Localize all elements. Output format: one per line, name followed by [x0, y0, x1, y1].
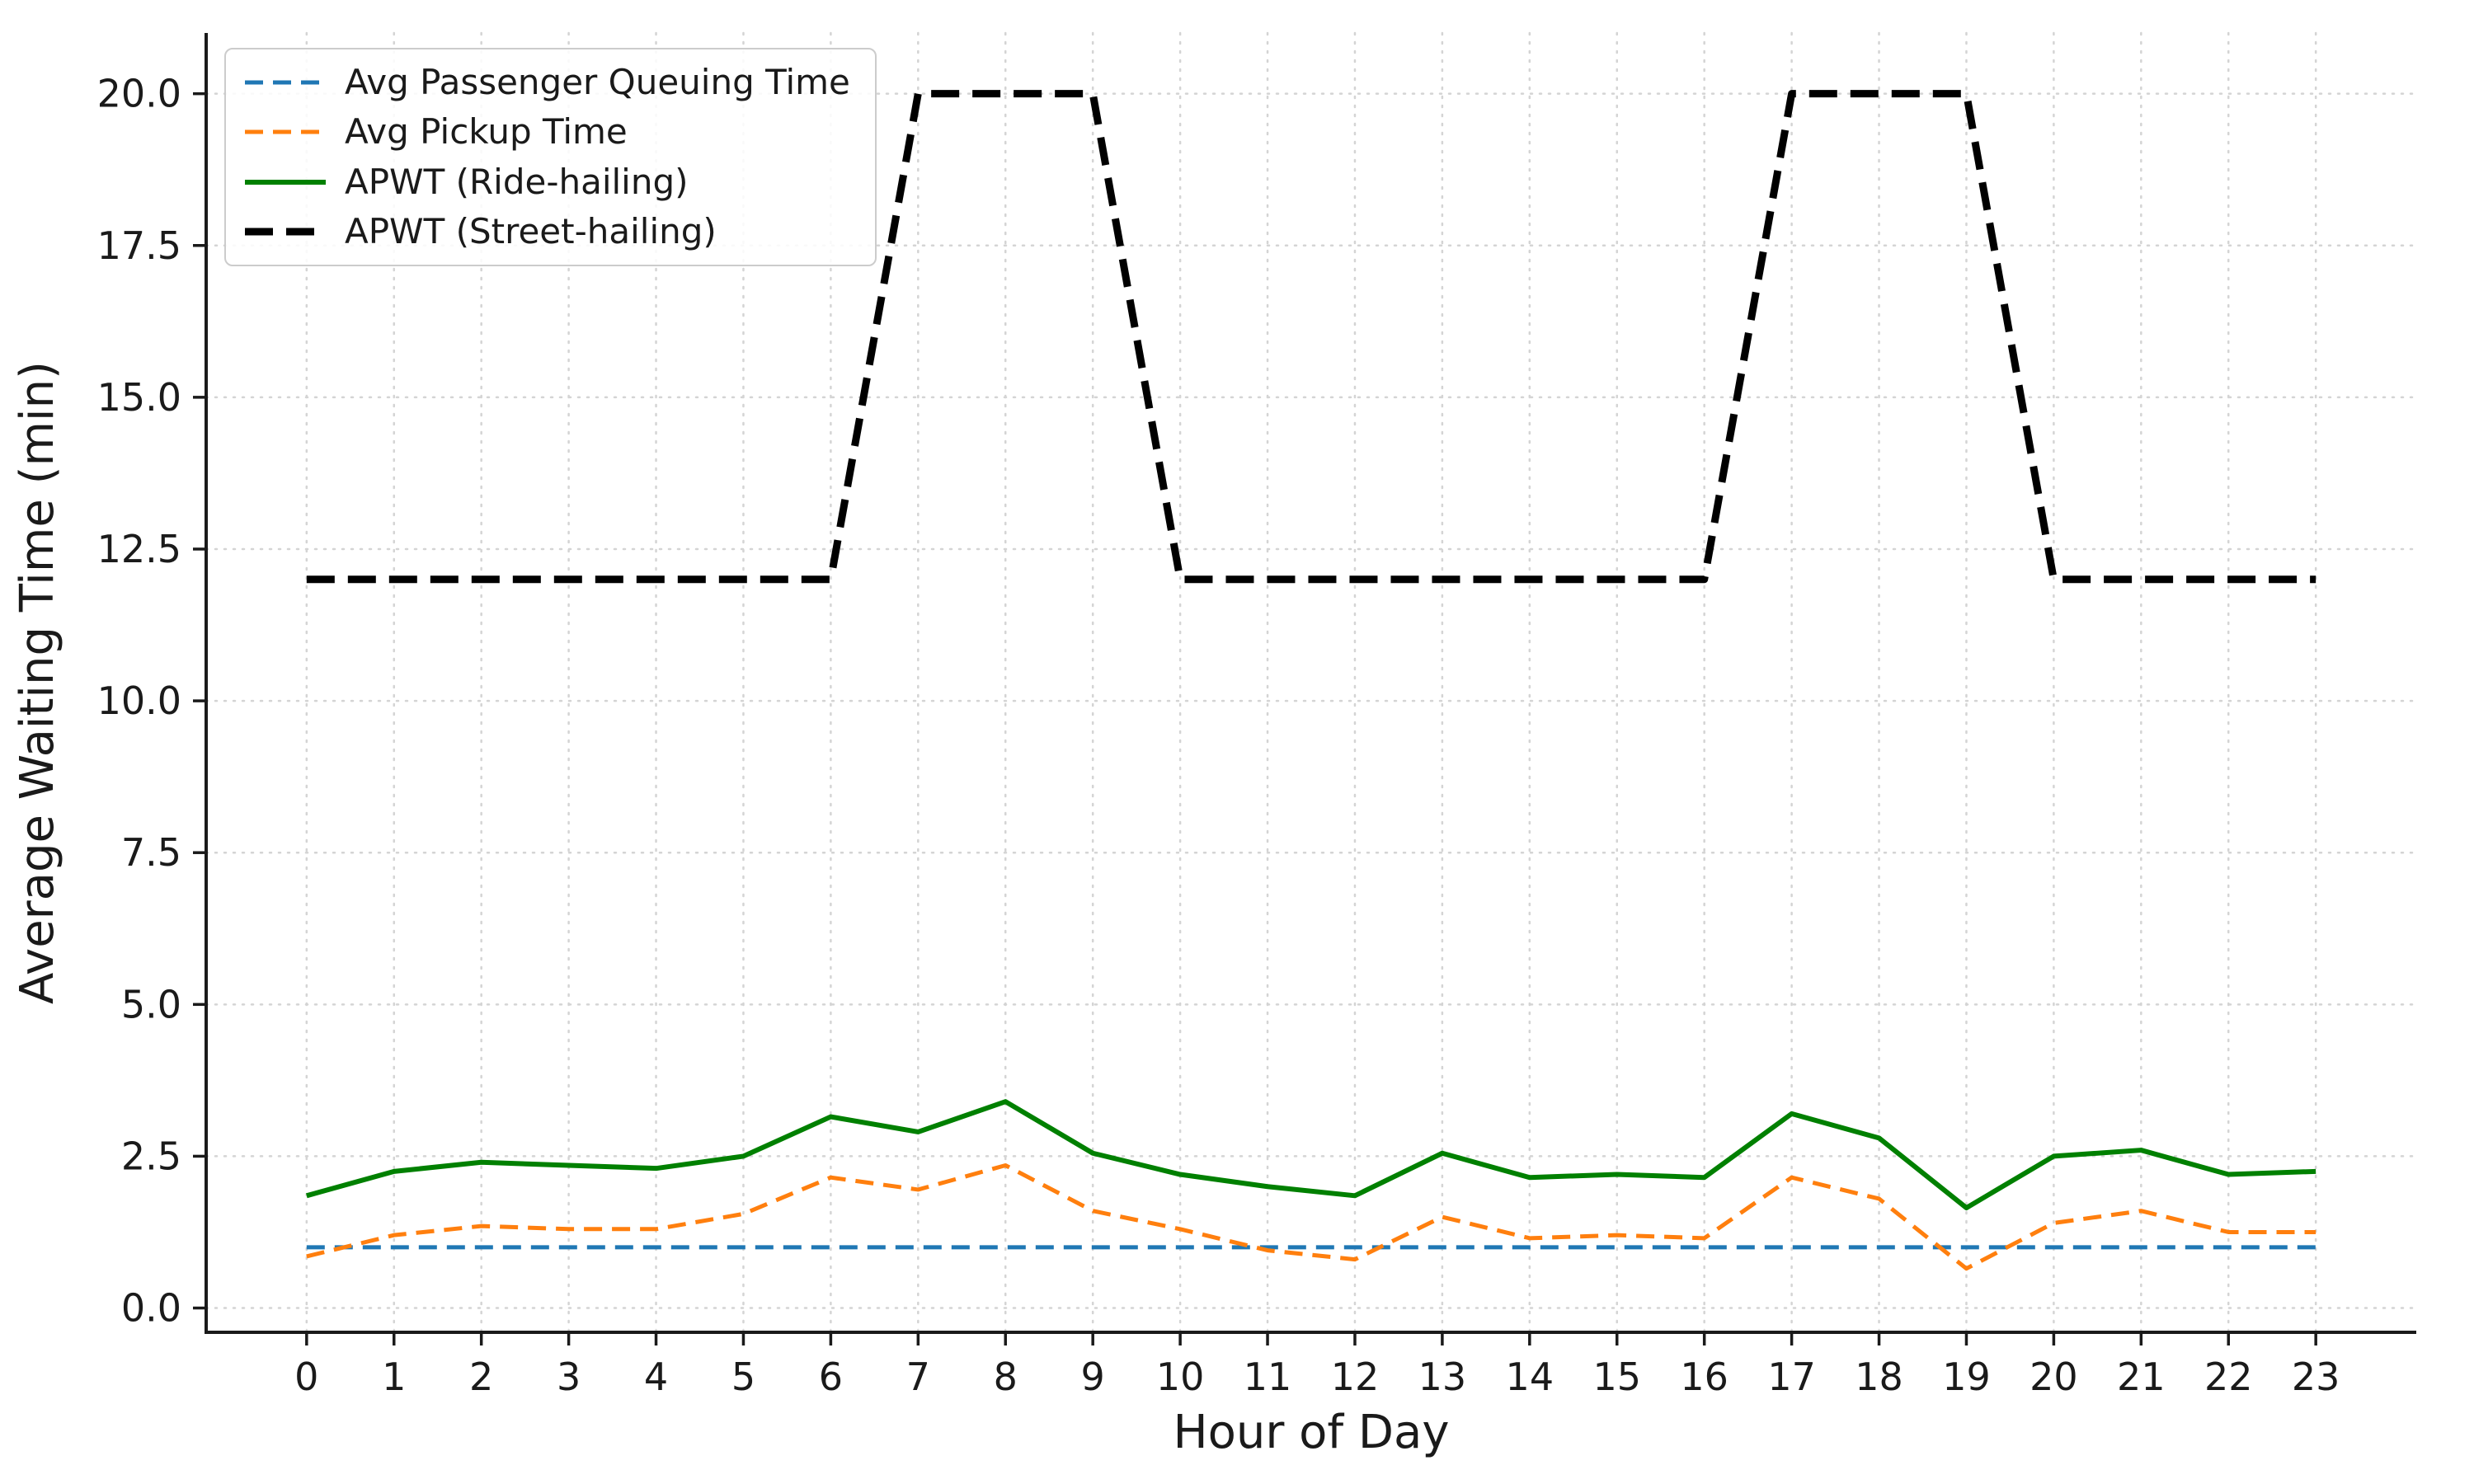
legend-line-sample-dashed-blue	[245, 80, 326, 85]
svg-text:5: 5	[731, 1355, 755, 1399]
svg-text:1: 1	[382, 1355, 406, 1399]
legend-label: Avg Passenger Queuing Time	[345, 62, 850, 102]
svg-text:14: 14	[1506, 1355, 1554, 1399]
svg-text:17: 17	[1767, 1355, 1816, 1399]
svg-text:2: 2	[469, 1355, 493, 1399]
svg-text:7: 7	[906, 1355, 930, 1399]
svg-text:6: 6	[819, 1355, 843, 1399]
legend-label: APWT (Ride-hailing)	[345, 161, 689, 202]
legend-label: Avg Pickup Time	[345, 111, 628, 153]
svg-text:0.0: 0.0	[121, 1286, 181, 1331]
svg-text:10: 10	[1156, 1355, 1205, 1399]
svg-text:12.5: 12.5	[97, 527, 181, 571]
svg-text:23: 23	[2292, 1355, 2340, 1399]
svg-text:20: 20	[2030, 1355, 2078, 1399]
legend: Avg Passenger Queuing Time Avg Pickup Ti…	[224, 48, 877, 267]
svg-text:13: 13	[1418, 1355, 1467, 1399]
svg-text:0: 0	[294, 1355, 318, 1399]
legend-line-sample-dashed-black	[245, 228, 326, 236]
svg-text:4: 4	[644, 1355, 668, 1399]
svg-text:10.0: 10.0	[97, 679, 181, 723]
svg-text:3: 3	[557, 1355, 581, 1399]
svg-text:5.0: 5.0	[121, 982, 181, 1026]
y-axis-label: Average Waiting Time (min)	[11, 361, 64, 1004]
legend-item-pickup-time: Avg Pickup Time	[242, 111, 850, 153]
legend-line-sample-dashed-orange	[245, 129, 326, 134]
legend-item-apwt-ride-hailing: APWT (Ride-hailing)	[242, 162, 850, 202]
svg-text:22: 22	[2204, 1355, 2253, 1399]
svg-text:18: 18	[1855, 1355, 1903, 1399]
svg-text:12: 12	[1331, 1355, 1380, 1399]
svg-text:2.5: 2.5	[121, 1134, 181, 1178]
svg-text:19: 19	[1942, 1355, 1991, 1399]
legend-item-queuing-time: Avg Passenger Queuing Time	[242, 62, 850, 102]
svg-text:15: 15	[1592, 1355, 1641, 1399]
legend-line-sample-solid-green	[245, 179, 326, 185]
x-axis-label: Hour of Day	[1173, 1406, 1449, 1459]
svg-text:20.0: 20.0	[97, 72, 181, 116]
svg-text:16: 16	[1680, 1355, 1729, 1399]
legend-item-apwt-street-hailing: APWT (Street-hailing)	[242, 210, 850, 251]
svg-text:7.5: 7.5	[121, 830, 181, 875]
svg-text:21: 21	[2117, 1355, 2166, 1399]
svg-text:17.5: 17.5	[97, 223, 181, 268]
svg-text:15.0: 15.0	[97, 375, 181, 420]
svg-text:8: 8	[994, 1355, 1018, 1399]
svg-text:11: 11	[1244, 1355, 1292, 1399]
svg-text:9: 9	[1081, 1355, 1105, 1399]
legend-label: APWT (Street-hailing)	[345, 210, 717, 251]
chart-plot-area: 0 1 2 3 4 5 6 7 8 9 10 11 12 13 14 15 16 17 18 19 20 21 22 230.…	[97, 31, 2418, 1399]
